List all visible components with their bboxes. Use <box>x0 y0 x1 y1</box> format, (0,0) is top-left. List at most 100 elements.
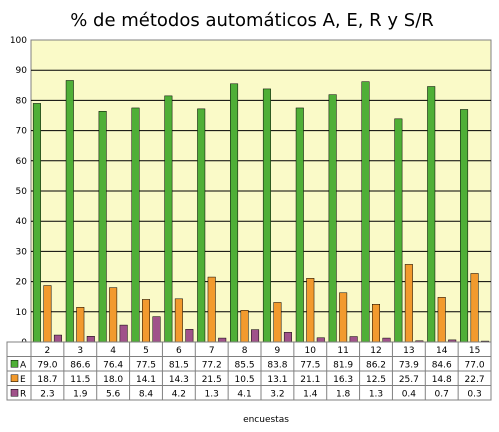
bar-E-10 <box>306 278 315 343</box>
y-tick-label-7: 70 <box>16 127 28 137</box>
x-tick-label-13: 13 <box>403 346 414 356</box>
data-label-R-6: 4.2 <box>172 389 186 399</box>
bar-A-9 <box>262 88 271 343</box>
bar-A-8 <box>230 83 239 343</box>
data-label-R-12: 1.3 <box>369 389 383 399</box>
data-label-R-14: 0.7 <box>435 389 449 399</box>
bar-A-3 <box>65 80 74 343</box>
data-label-A-5: 77.5 <box>136 360 156 370</box>
legend-swatch-R <box>10 389 19 397</box>
data-label-R-8: 4.1 <box>237 389 251 399</box>
chart-title: % de métodos automáticos A, E, R y S/R <box>70 10 434 31</box>
data-label-E-10: 21.1 <box>300 375 320 385</box>
y-tick-label-5: 50 <box>16 187 28 197</box>
bar-R-4 <box>119 324 128 343</box>
data-label-E-2: 18.7 <box>37 375 57 385</box>
bars <box>32 80 490 343</box>
y-tick-label-8: 80 <box>16 96 28 106</box>
data-label-A-13: 73.9 <box>399 360 419 370</box>
bar-A-5 <box>131 107 140 343</box>
bar-E-12 <box>372 304 380 343</box>
data-label-E-4: 18.0 <box>103 375 123 385</box>
x-tick-label-3: 3 <box>77 346 83 356</box>
legend-label-R: R <box>20 389 26 399</box>
y-tick-label-9: 90 <box>16 66 28 76</box>
bar-E-2 <box>43 285 52 343</box>
bar-R-10 <box>316 337 325 343</box>
data-label-R-11: 1.8 <box>336 389 351 399</box>
data-label-E-13: 25.7 <box>399 375 419 385</box>
bar-R-7 <box>218 337 227 343</box>
bar-E-7 <box>207 276 216 343</box>
x-tick-label-10: 10 <box>305 346 317 356</box>
bar-R-5 <box>152 316 161 343</box>
data-label-E-6: 14.3 <box>169 375 189 385</box>
data-label-A-15: 77.0 <box>465 360 485 370</box>
bar-E-14 <box>437 297 446 343</box>
bar-E-15 <box>470 273 479 343</box>
bar-A-2 <box>32 103 41 343</box>
bar-E-11 <box>339 292 348 343</box>
data-label-A-8: 85.5 <box>235 360 255 370</box>
bar-R-3 <box>86 336 95 343</box>
y-tick-label-1: 10 <box>16 308 28 318</box>
data-label-A-4: 76.4 <box>103 360 123 370</box>
bar-R-11 <box>349 336 358 343</box>
data-label-A-3: 86.6 <box>70 360 90 370</box>
data-label-R-2: 2.3 <box>40 389 54 399</box>
legend-swatch-E <box>10 374 19 382</box>
bar-R-8 <box>251 329 260 343</box>
bar-A-4 <box>98 111 107 343</box>
data-label-E-3: 11.5 <box>70 375 90 385</box>
bar-E-13 <box>404 264 413 343</box>
bar-A-13 <box>394 118 403 343</box>
bar-A-14 <box>427 86 436 343</box>
data-label-A-9: 83.8 <box>267 360 287 370</box>
x-tick-label-5: 5 <box>143 346 149 356</box>
data-label-A-14: 84.6 <box>432 360 452 370</box>
bar-A-12 <box>361 81 370 343</box>
bar-A-6 <box>164 95 173 343</box>
x-tick-label-4: 4 <box>110 346 116 356</box>
bar-A-11 <box>328 94 337 343</box>
data-label-R-7: 1.3 <box>205 389 219 399</box>
bar-E-3 <box>76 307 85 343</box>
data-label-R-3: 1.9 <box>73 389 88 399</box>
x-axis-label: encuestas <box>243 415 289 425</box>
x-tick-label-6: 6 <box>176 346 182 356</box>
data-label-E-14: 14.8 <box>432 375 452 385</box>
bar-E-5 <box>142 299 150 343</box>
bar-E-9 <box>273 302 282 343</box>
data-label-E-9: 13.1 <box>267 375 287 385</box>
data-label-E-5: 14.1 <box>136 375 156 385</box>
x-tick-label-14: 14 <box>436 346 448 356</box>
bar-E-6 <box>174 298 183 343</box>
bar-A-7 <box>197 108 206 343</box>
bar-R-9 <box>283 332 292 343</box>
data-table: 2 3 4 5 6 7 8 9 10 11 12 13 14 15 A 79.0 86.6 76.4 77.5 81.… <box>6 341 492 401</box>
data-label-A-7: 77.2 <box>202 360 222 370</box>
legend-swatch-A <box>10 360 19 368</box>
x-tick-label-2: 2 <box>45 346 51 356</box>
data-label-A-2: 79.0 <box>37 360 57 370</box>
data-label-E-7: 21.5 <box>202 375 222 385</box>
data-label-R-5: 8.4 <box>139 389 154 399</box>
data-label-R-4: 5.6 <box>106 389 121 399</box>
data-label-R-10: 1.4 <box>303 389 318 399</box>
x-tick-label-7: 7 <box>209 346 215 356</box>
y-axis: 0102030405060708090100 <box>10 36 27 348</box>
bar-A-10 <box>295 107 304 343</box>
data-label-E-11: 16.3 <box>333 375 353 385</box>
y-tick-label-4: 40 <box>16 217 28 227</box>
bar-E-4 <box>109 287 118 343</box>
data-label-A-11: 81.9 <box>333 360 353 370</box>
x-tick-label-11: 11 <box>337 346 348 356</box>
y-tick-label-6: 60 <box>16 157 28 167</box>
bar-R-6 <box>185 329 194 343</box>
gridlines <box>31 69 491 313</box>
x-tick-label-12: 12 <box>370 346 381 356</box>
data-label-A-6: 81.5 <box>169 360 189 370</box>
x-tick-label-9: 9 <box>275 346 281 356</box>
data-label-A-10: 77.5 <box>300 360 320 370</box>
